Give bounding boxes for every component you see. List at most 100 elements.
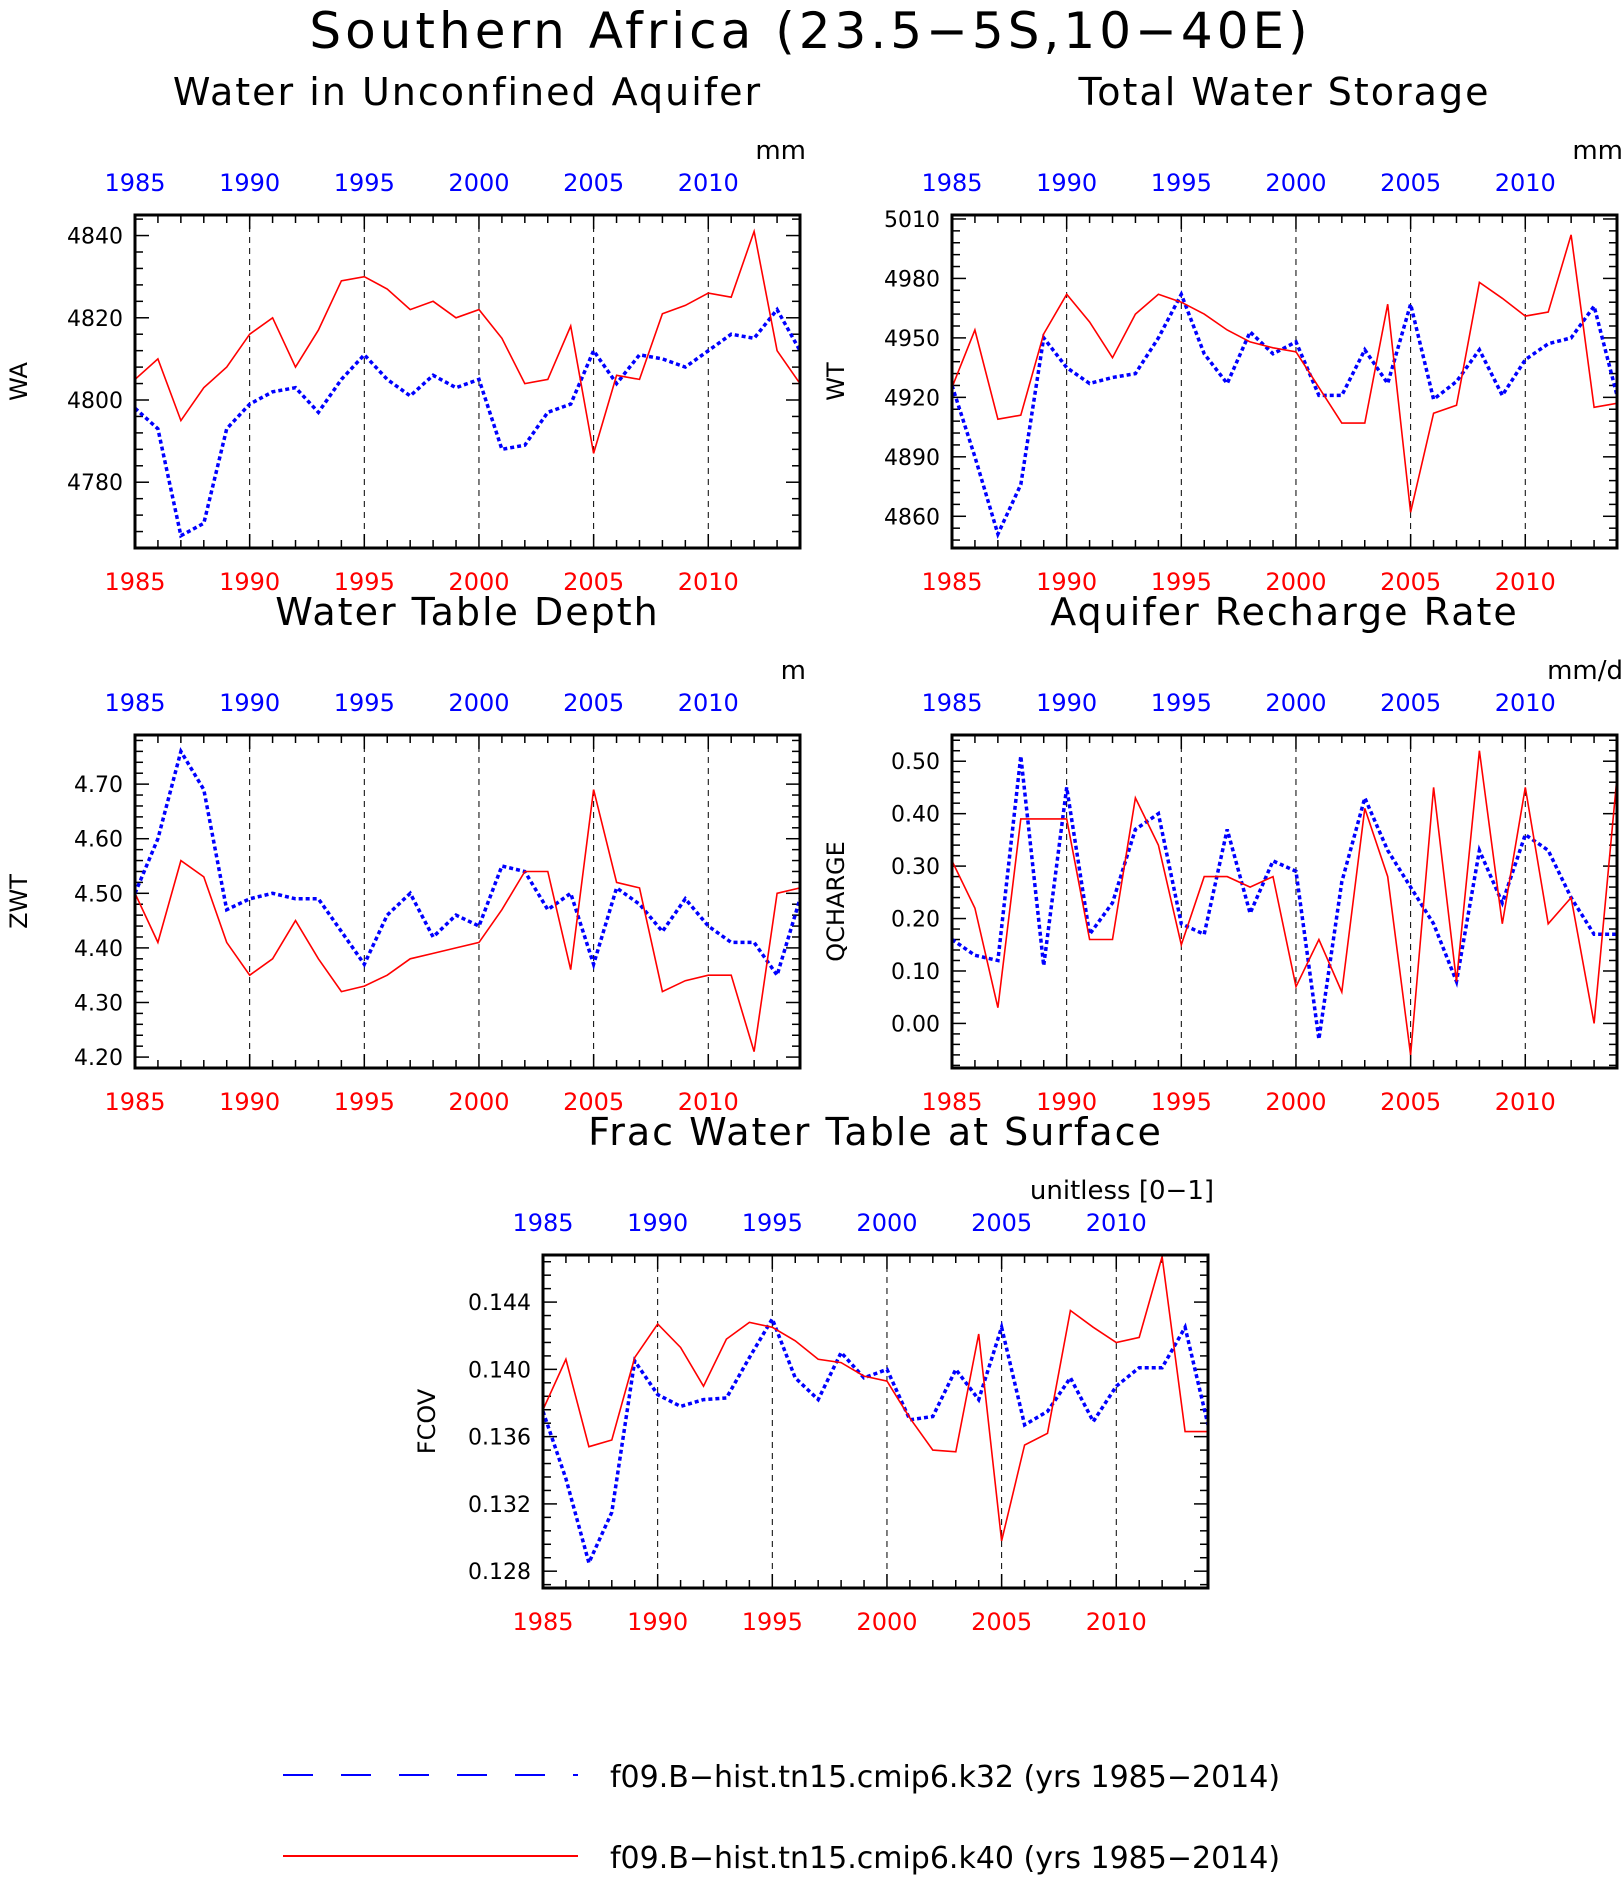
x-tick-label-top: 1985	[104, 689, 165, 717]
legend-label-k40: f09.B−hist.tn15.cmip6.k40 (yrs 1985−2014…	[610, 1841, 1280, 1876]
x-tick-label-bottom: 2005	[1380, 1088, 1441, 1116]
x-tick-label-top: 2010	[1086, 1209, 1147, 1237]
y-tick-label: 4950	[884, 327, 940, 352]
x-tick-label-bottom: 2000	[856, 1608, 917, 1636]
panel-title: Aquifer Recharge Rate	[1050, 590, 1519, 634]
x-tick-label-top: 2005	[1380, 689, 1441, 717]
x-tick-label-bottom: 2000	[1265, 568, 1326, 596]
x-tick-label-top: 1985	[921, 689, 982, 717]
chart-panel-wa: Water in Unconfined Aquifer mm WA 4780 4800 4…	[5, 70, 806, 596]
x-tick-label-top: 2010	[1495, 169, 1556, 197]
x-tick-label-top: 2000	[448, 689, 509, 717]
series-line-k32	[543, 1314, 1208, 1568]
x-tick-label-top: 1990	[219, 169, 280, 197]
chart-panel-fcov: Frac Water Table at Surface unitless [0−1…	[413, 1110, 1214, 1636]
y-tick-label: 4860	[884, 505, 940, 530]
y-tick-label: 4.40	[74, 937, 123, 962]
x-tick-label-top: 1990	[1036, 169, 1097, 197]
units-label: mm/d	[1547, 656, 1621, 686]
y-tick-label: 4.70	[74, 773, 123, 798]
y-tick-label: 0.136	[468, 1426, 531, 1451]
x-tick-label-top: 2005	[563, 169, 624, 197]
x-tick-label-top: 2000	[856, 1209, 917, 1237]
figure-title: Southern Africa (23.5−5S,10−40E)	[309, 2, 1312, 60]
y-tick-label: 4800	[67, 389, 123, 414]
x-tick-label-bottom: 2005	[563, 568, 624, 596]
panel-title: Frac Water Table at Surface	[588, 1110, 1163, 1154]
x-tick-label-top: 1995	[334, 689, 395, 717]
y-tick-label: 4.20	[74, 1046, 123, 1071]
x-tick-label-bottom: 1985	[512, 1608, 573, 1636]
y-axis-label: QCHARGE	[822, 841, 850, 962]
x-tick-label-bottom: 2000	[1265, 1088, 1326, 1116]
series-line-k40	[952, 234, 1617, 513]
x-tick-label-bottom: 2000	[448, 1088, 509, 1116]
x-tick-label-top: 2000	[1265, 689, 1326, 717]
y-tick-label: 0.30	[891, 855, 940, 880]
y-tick-label: 4.60	[74, 828, 123, 853]
y-tick-label: 0.50	[891, 750, 940, 775]
plot-frame	[133, 213, 802, 550]
x-tick-label-top: 2005	[563, 689, 624, 717]
panel-title: Total Water Storage	[1078, 70, 1491, 114]
y-tick-label: 4920	[884, 386, 940, 411]
x-tick-label-top: 1995	[1151, 169, 1212, 197]
x-tick-label-bottom: 1990	[219, 1088, 280, 1116]
x-tick-label-top: 2010	[678, 169, 739, 197]
units-label: unitless [0−1]	[1030, 1176, 1214, 1206]
units-label: m	[781, 656, 806, 686]
series-line-k40	[135, 228, 800, 454]
panel-title: Water in Unconfined Aquifer	[173, 70, 762, 114]
x-tick-label-bottom: 2010	[1495, 1088, 1556, 1116]
y-axis-label: WT	[822, 362, 850, 401]
y-tick-label: 4840	[67, 225, 123, 250]
chart-panels: Water in Unconfined Aquifer mm WA 4780 4800 4…	[5, 70, 1621, 1636]
x-tick-label-bottom: 1990	[219, 568, 280, 596]
x-tick-label-top: 1990	[627, 1209, 688, 1237]
series-line-k32	[135, 306, 800, 539]
x-tick-label-top: 1995	[742, 1209, 803, 1237]
x-tick-label-bottom: 2010	[678, 1088, 739, 1116]
y-tick-label: 4820	[67, 307, 123, 332]
x-tick-label-top: 2010	[1495, 689, 1556, 717]
x-tick-label-top: 2000	[1265, 169, 1326, 197]
x-tick-label-bottom: 1995	[334, 568, 395, 596]
series-line-k32	[952, 755, 1617, 1040]
y-tick-label: 0.132	[468, 1493, 531, 1518]
x-tick-label-top: 2005	[1380, 169, 1441, 197]
x-tick-label-top: 1985	[512, 1209, 573, 1237]
x-tick-label-top: 1985	[921, 169, 982, 197]
y-tick-label: 0.128	[468, 1560, 531, 1585]
y-tick-label: 4980	[884, 267, 940, 292]
y-tick-label: 4.50	[74, 882, 123, 907]
x-tick-label-top: 1990	[1036, 689, 1097, 717]
plot-frame	[950, 733, 1619, 1070]
y-tick-label: 0.20	[891, 908, 940, 933]
y-tick-label: 5010	[884, 208, 940, 233]
x-tick-label-top: 2005	[971, 1209, 1032, 1237]
y-tick-label: 0.144	[468, 1291, 531, 1316]
x-tick-label-bottom: 2010	[1495, 568, 1556, 596]
x-tick-label-bottom: 1990	[1036, 1088, 1097, 1116]
x-tick-label-bottom: 2000	[448, 568, 509, 596]
x-tick-label-top: 2010	[678, 689, 739, 717]
series-line-k40	[135, 789, 800, 1052]
y-tick-label: 0.140	[468, 1358, 531, 1383]
x-tick-label-bottom: 1990	[1036, 568, 1097, 596]
x-tick-label-bottom: 1990	[627, 1608, 688, 1636]
x-tick-label-bottom: 2005	[1380, 568, 1441, 596]
series-line-k32	[952, 290, 1617, 540]
x-tick-label-bottom: 2005	[971, 1608, 1032, 1636]
legend: f09.B−hist.tn15.cmip6.k32 (yrs 1985−2014…	[283, 1760, 1280, 1876]
chart-panel-qcharge: Aquifer Recharge Rate mm/d QCHARGE 0.00 0.10…	[822, 590, 1621, 1116]
plot-frame	[950, 213, 1619, 550]
series-line-k32	[135, 746, 800, 980]
legend-label-k32: f09.B−hist.tn15.cmip6.k32 (yrs 1985−2014…	[610, 1760, 1280, 1795]
plot-frame	[133, 733, 802, 1070]
chart-panel-wt: Total Water Storage mm WT 4860 4890 4920 4950 4…	[822, 70, 1621, 596]
x-tick-label-bottom: 2005	[563, 1088, 624, 1116]
y-tick-label: 4890	[884, 446, 940, 471]
x-tick-label-bottom: 1985	[921, 568, 982, 596]
x-tick-label-bottom: 2010	[678, 568, 739, 596]
x-tick-label-bottom: 1995	[1151, 1088, 1212, 1116]
